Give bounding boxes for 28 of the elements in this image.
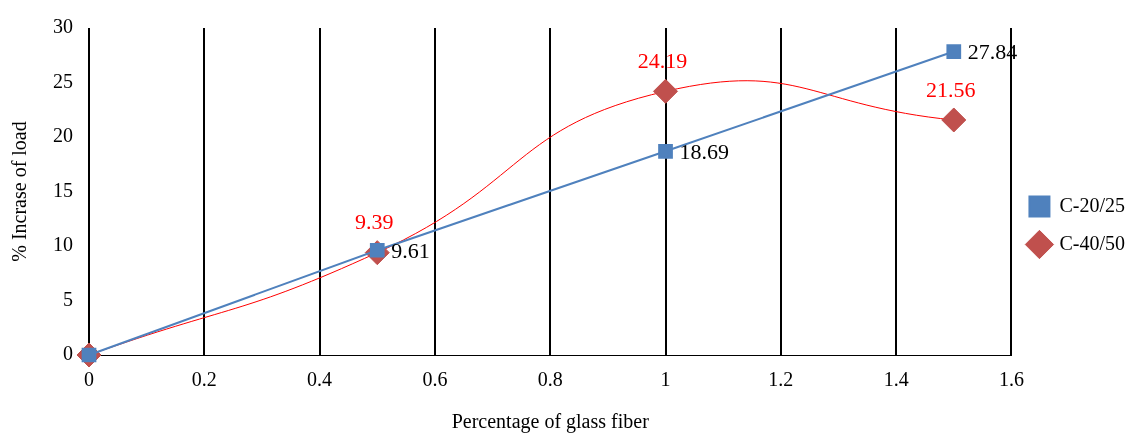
x-tick-label: 0 xyxy=(84,368,94,391)
y-tick-label: 0 xyxy=(63,342,73,365)
x-tick-label: 1.4 xyxy=(883,368,909,391)
y-tick-label: 15 xyxy=(53,178,73,201)
legend-label: C-40/50 xyxy=(1059,231,1126,254)
x-tick-label: 1 xyxy=(660,368,671,391)
y-tick-label: 30 xyxy=(53,15,73,38)
y-tick-label: 10 xyxy=(53,233,73,256)
y-axis-title: % Incrase of load xyxy=(8,121,31,262)
y-tick-label: 25 xyxy=(53,69,73,92)
data-label: 9.39 xyxy=(355,209,394,235)
data-label: 18.69 xyxy=(679,139,730,165)
point xyxy=(658,143,673,159)
point xyxy=(946,44,962,59)
legend-label: C-20/25 xyxy=(1059,193,1126,216)
x-tick-label: 1.6 xyxy=(998,368,1024,391)
y-tick-label: 20 xyxy=(53,124,73,147)
x-tick-label: 0.2 xyxy=(191,368,217,391)
data-label: 9.61 xyxy=(391,238,430,264)
x-axis-title: Percentage of glass fiber xyxy=(451,410,650,434)
x-tick-label: 0.8 xyxy=(537,368,563,391)
point xyxy=(941,107,967,133)
x-tick-label: 0.4 xyxy=(307,368,333,391)
x-tick-label: 0.6 xyxy=(422,368,448,391)
y-tick-label: 5 xyxy=(63,287,73,310)
data-label: 21.56 xyxy=(926,76,976,102)
x-tick-label: 1.2 xyxy=(768,368,794,391)
point xyxy=(653,78,679,104)
